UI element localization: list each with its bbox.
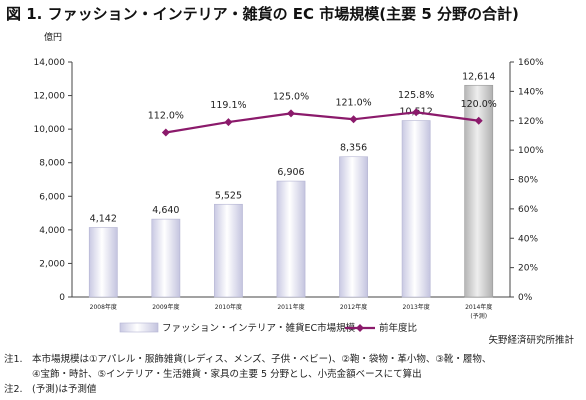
y-right-tick-label: 100% (518, 146, 544, 156)
footnote-1-label: 注1. (4, 354, 23, 365)
legend-line-label: 前年度比 (379, 322, 417, 334)
x-tick-label: 2009年度 (152, 303, 179, 311)
growth-marker (161, 128, 170, 137)
footnote-2-line-1: (予測)は予測値 (32, 384, 97, 395)
bar-value-label: 6,906 (277, 167, 304, 178)
source-credit: 矢野経済研究所推計 (488, 335, 574, 346)
bar (276, 180, 306, 298)
growth-value-label: 119.1% (210, 100, 246, 111)
x-tick-label: 2014年度 (465, 303, 492, 311)
y-left-tick-label: 12,000 (34, 92, 66, 102)
y-right-tick-label: 140% (518, 87, 544, 97)
y-right-tick-label: 40% (518, 234, 538, 244)
chart-title: 図 1. ファッション・インテリア・雑貨の EC 市場規模(主要 5 分野の合計… (6, 5, 519, 23)
growth-line (165, 111, 479, 134)
bar (151, 218, 181, 298)
y-right-tick-label: 120% (518, 117, 544, 127)
growth-value-label: 121.0% (335, 97, 371, 108)
ec-market-chart: 0 2,000 4,000 6,000 8,000 10,000 12,000 14,000 0… (34, 58, 545, 334)
x-tick-label: 2011年度 (277, 303, 304, 311)
y-left-tick-label: 8,000 (39, 159, 65, 169)
y-left-tick-label: 0 (59, 293, 65, 303)
footnote-1: 注1. 本市場規模は①アパレル・服飾雑貨(レディス、メンズ、子供・ベビー)、②鞄… (4, 352, 584, 367)
bar-value-label: 8,356 (340, 143, 367, 154)
y-right-tick-label: 80% (518, 176, 538, 186)
growth-marker (224, 118, 233, 127)
y-right-tick-label: 0% (518, 293, 533, 303)
bar (401, 120, 431, 298)
x-tick-label: 2012年度 (340, 303, 367, 311)
bar (88, 227, 118, 298)
x-tick-sublabel: (予測) (470, 312, 487, 320)
x-tick-label: 2008年度 (90, 303, 117, 311)
growth-value-label: 112.0% (148, 111, 184, 122)
bar (214, 203, 243, 298)
y-right-tick-label: 20% (518, 264, 538, 274)
growth-value-label: 125.0% (273, 91, 309, 102)
footnote-1-line-2: ④宝飾・時計、⑤インテリア・生活雑貨・家具の主要 5 分野とし、小売金額ベースに… (32, 369, 422, 380)
y-left-tick-label: 6,000 (39, 192, 65, 202)
y-left-tick-label: 4,000 (39, 226, 65, 236)
bar-value-label: 12,614 (462, 71, 495, 82)
legend-bar-label: ファッション・インテリア・雑貨EC市場規模 (162, 322, 356, 334)
y-left-tick-label: 14,000 (34, 58, 66, 68)
x-tick-label: 2013年度 (403, 303, 430, 311)
legend-line-marker (356, 324, 364, 332)
footnote-2: 注2. (予測)は予測値 (4, 382, 584, 397)
y-left-tick-label: 2,000 (39, 259, 65, 269)
legend-bar-swatch (119, 322, 159, 333)
x-tick-label: 2010年度 (215, 303, 242, 311)
bar (339, 156, 368, 298)
y-left-tick-label: 10,000 (34, 125, 66, 135)
y-right-tick-label: 60% (518, 205, 538, 215)
footnotes: 注1. 本市場規模は①アパレル・服飾雑貨(レディス、メンズ、子供・ベビー)、②鞄… (4, 352, 584, 397)
bar-value-label: 5,525 (215, 190, 242, 201)
growth-value-label: 120.0% (461, 99, 497, 110)
footnote-1-continued: ④宝飾・時計、⑤インテリア・生活雑貨・家具の主要 5 分野とし、小売金額ベースに… (4, 367, 584, 382)
footnote-2-label: 注2. (4, 384, 23, 395)
footnote-1-line-1: 本市場規模は①アパレル・服飾雑貨(レディス、メンズ、子供・ベビー)、②鞄・袋物・… (32, 354, 492, 365)
growth-marker (287, 109, 295, 118)
growth-value-label: 125.8% (398, 90, 434, 101)
bar-value-label: 4,640 (152, 205, 179, 216)
growth-marker (412, 108, 421, 117)
growth-marker (474, 116, 483, 125)
y-right-tick-label: 160% (518, 58, 544, 68)
y-axis-unit-label: 億円 (44, 33, 63, 43)
growth-marker (349, 115, 358, 124)
bar-value-label: 4,142 (90, 213, 117, 224)
